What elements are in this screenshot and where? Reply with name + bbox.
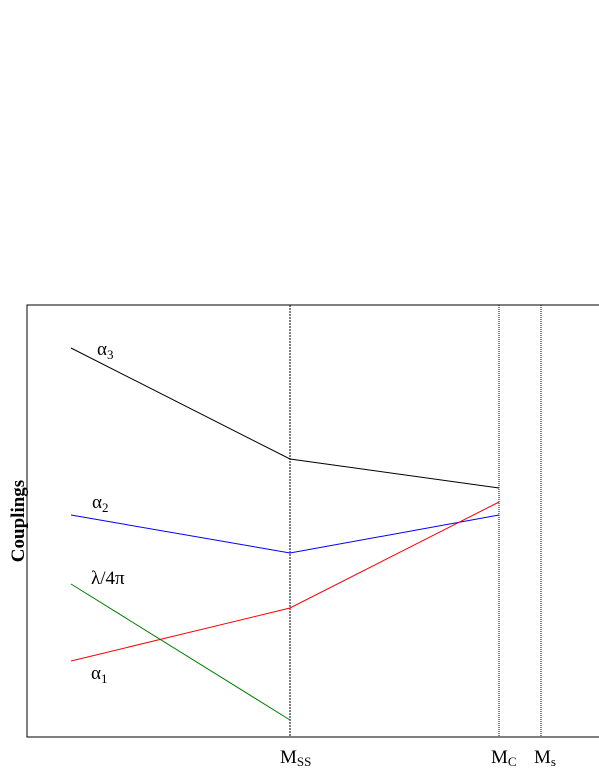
x-label: MC xyxy=(491,747,517,769)
alpha3-curve xyxy=(70,347,500,489)
curve-label: α3 xyxy=(97,339,113,362)
curve-label-sub: 1 xyxy=(101,671,108,686)
curve-label-base: α xyxy=(97,339,107,360)
curve-label: α1 xyxy=(91,663,107,686)
x-label-base: M xyxy=(491,747,508,768)
curve-label-base: λ/4π xyxy=(91,568,125,589)
lambda-curve xyxy=(70,583,291,721)
curve-label-sub: 3 xyxy=(107,347,114,362)
x-label-base: M xyxy=(534,747,551,768)
x-label-sub: SS xyxy=(297,754,311,769)
alpha1-curve xyxy=(70,501,500,662)
alpha2-curve xyxy=(70,514,500,554)
axis-label: Couplings xyxy=(8,480,29,562)
plot-frame xyxy=(26,304,599,738)
x-label-sub: s xyxy=(551,754,556,769)
x-label: Ms xyxy=(534,747,556,769)
curve-label: α2 xyxy=(92,492,108,515)
x-label-base: M xyxy=(280,747,297,768)
curve-label-base: α xyxy=(92,492,102,513)
x-label-sub: C xyxy=(508,754,517,769)
x-label: MSS xyxy=(280,747,311,769)
curve-label-base: α xyxy=(91,663,101,684)
curve-label: λ/4π xyxy=(91,568,125,589)
curve-label-sub: 2 xyxy=(102,500,109,515)
